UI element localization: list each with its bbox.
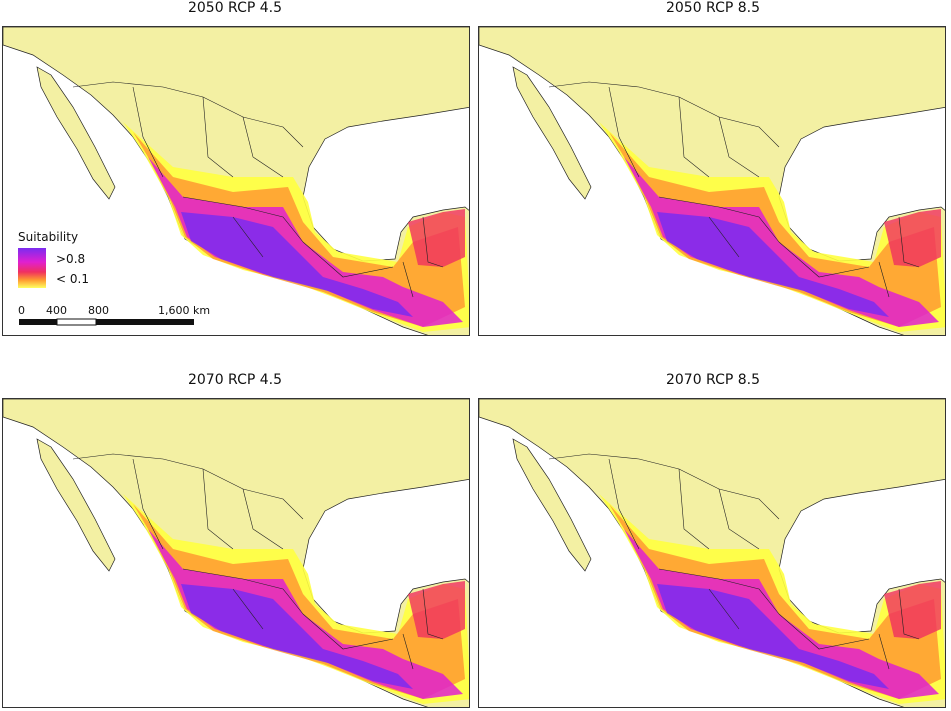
- panel-title: 2070 RCP 8.5: [665, 372, 761, 388]
- legend-gradient: [18, 248, 46, 288]
- scale-label: 400: [46, 304, 67, 317]
- panel-title: 2050 RCP 8.5: [665, 0, 761, 16]
- scale-bar: [19, 318, 194, 326]
- scale-label: 1,600 km: [158, 304, 211, 317]
- scale-label: 800: [88, 304, 109, 317]
- map-panel: [478, 26, 946, 336]
- map-panel: [2, 398, 470, 708]
- legend-low: < 0.1: [56, 272, 89, 286]
- legend-high: >0.8: [56, 252, 86, 266]
- map-panel: [478, 398, 946, 708]
- panel-title: 2070 RCP 4.5: [187, 372, 283, 388]
- map-panel: [2, 26, 470, 336]
- legend-title: Suitability: [18, 230, 79, 244]
- panel-title: 2050 RCP 4.5: [187, 0, 283, 16]
- scale-label: 0: [18, 304, 25, 317]
